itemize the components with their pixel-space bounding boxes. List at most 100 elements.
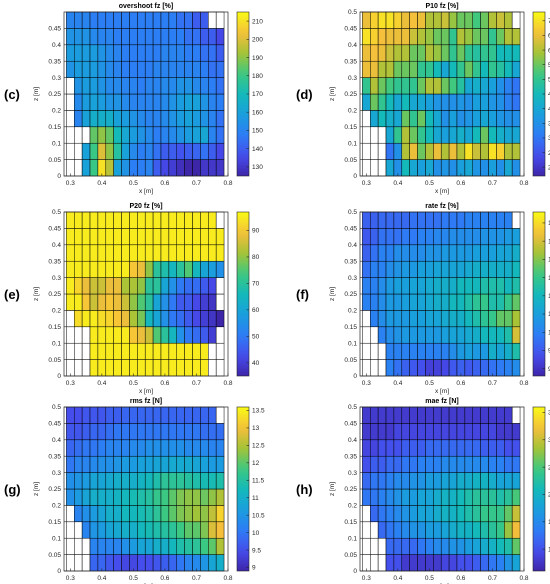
heatmap-cell [440,359,450,377]
heatmap-cell [168,142,177,160]
heatmap-cell [105,310,114,328]
heatmap-cell [137,159,146,177]
heatmap-cell [448,60,458,78]
heatmap-cell [160,277,170,295]
heatmap-cell [511,342,521,360]
heatmap-cell [417,406,426,424]
heatmap-cell [504,472,513,490]
heatmap-cell [81,359,91,377]
heatmap-cell [433,142,442,160]
heatmap-cell [401,142,410,160]
heatmap-cell [89,44,99,62]
heatmap-cell [496,159,505,177]
heatmap-cell [385,326,395,344]
heatmap-cell [511,211,521,229]
heatmap-cell [504,326,513,344]
heatmap-cell [66,244,75,262]
heatmap-cell [504,554,513,572]
heatmap-cell [168,521,177,539]
x-tick-label: 0.5 [129,180,138,187]
y-tick-label: 0.3 [348,275,357,282]
heatmap-cell [433,28,442,46]
heatmap-cell [160,126,170,144]
heatmap-cell [176,142,185,160]
heatmap-cell [144,537,154,555]
y-tick-label: 0 [57,568,61,575]
y-tick-label: 0.05 [48,552,61,559]
heatmap-cell [440,342,450,360]
heatmap-cell [440,472,450,490]
heatmap-cell [456,326,466,344]
heatmap-cell [401,244,410,262]
heatmap-cell [168,293,177,311]
heatmap-cell [385,77,395,95]
heatmap-cell [160,326,170,344]
heatmap-cell [409,93,418,111]
heatmap-cell [81,126,91,144]
heatmap-cell [66,110,75,128]
heatmap-cell [192,472,201,490]
heatmap-cell [81,521,91,539]
heatmap-cell [81,93,91,111]
heatmap-cell [417,228,426,246]
heatmap-cell [448,537,458,555]
colorbar-tick-label: 1.5 [548,519,550,526]
heatmap-cell [81,77,91,95]
heatmap-cell [401,211,410,229]
heatmap-cell [74,277,83,295]
heatmap-cell [168,110,177,128]
heatmap-cell [208,277,217,295]
y-tick-label: 0.35 [48,58,61,65]
heatmap-cell [464,60,473,78]
heatmap-cell [456,244,466,262]
heatmap-cell [370,359,379,377]
heatmap-cell [200,142,209,160]
heatmap-cell [472,77,481,95]
heatmap-cell [215,488,225,506]
heatmap-cell [377,554,387,572]
heatmap-cell [152,11,162,29]
heatmap-cell [97,537,107,555]
heatmap-cell [480,455,489,473]
heatmap-cell [472,11,481,29]
y-tick-label: 0.35 [48,453,61,460]
heatmap-cell [385,159,395,177]
heatmap-cell [144,277,154,295]
colorbar-tick-label: 130 [252,164,263,171]
heatmap-cell [152,60,162,78]
heatmap-cell [393,110,403,128]
heatmap-cell [215,277,225,295]
heatmap-cell [200,554,209,572]
heatmap-cell [385,342,395,360]
heatmap-cell [129,310,138,328]
colorbar-tick-label: 125 [548,238,550,245]
heatmap-cell [144,488,154,506]
heatmap-cell [480,342,489,360]
y-tick-label: 0.2 [52,308,61,315]
heatmap-cell [385,44,395,62]
heatmap-cell [74,488,83,506]
heatmap-cell [200,488,209,506]
heatmap-cell [113,342,122,360]
heatmap-cell [511,93,521,111]
heatmap-cell [184,521,193,539]
heatmap-cell [370,521,379,539]
heatmap-cell [464,277,473,295]
y-axis-label: z [m] [329,287,336,301]
heatmap-cell [137,260,146,278]
heatmap-cell [97,342,107,360]
heatmap-cell [74,44,83,62]
heatmap-cell [496,342,505,360]
panel-3: P20 fz [%] 0.3 0.4 0.5 0.6 0.7 0.8 x [m] 0 0.05 0.… [4,203,260,395]
heatmap-cell [200,277,209,295]
heatmap-cell [192,260,201,278]
heatmap-cell [472,28,481,46]
heatmap-cell [496,359,505,377]
heatmap-cell [362,423,371,441]
heatmap-cell [144,93,154,111]
heatmap-cell [440,406,450,424]
heatmap-cell [200,406,209,424]
heatmap-cell [370,342,379,360]
heatmap-cell [113,472,122,490]
heatmap-cell [89,488,99,506]
